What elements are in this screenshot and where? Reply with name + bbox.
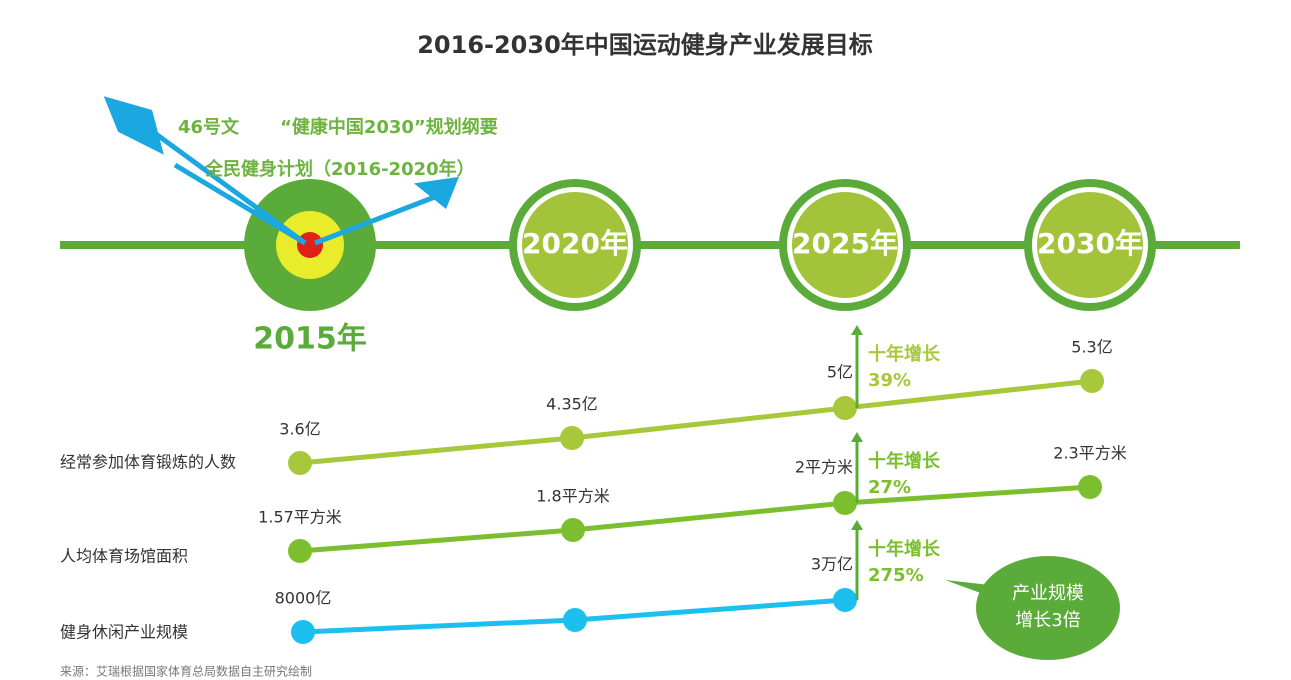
row-line (299, 484, 1091, 554)
row-point (560, 426, 584, 450)
growth-title: 十年增长 (868, 450, 941, 472)
policy: 46号文 (178, 116, 240, 138)
milestone-label: 2030年 (1037, 227, 1143, 260)
growth-value: 275% (868, 565, 924, 586)
value-label: 4.35亿 (546, 395, 598, 414)
row-point (833, 491, 857, 515)
growth-arrowhead (851, 325, 863, 335)
milestone-label: 2015年 (253, 322, 367, 357)
milestone-label: 2025年 (792, 227, 898, 260)
row-point (288, 539, 312, 563)
value-label: 3.6亿 (279, 420, 320, 439)
value-label: 8000亿 (275, 589, 332, 608)
row-point (1078, 475, 1102, 499)
milestone-inner (522, 192, 628, 298)
bubble-text: 增长3倍 (1015, 610, 1080, 631)
growth-title: 十年增长 (868, 343, 941, 365)
policy: 全民健身计划（2016-2020年） (204, 158, 475, 180)
value-label: 2.3平方米 (1053, 444, 1126, 463)
row-name: 人均体育场馆面积 (60, 547, 188, 566)
policy: “健康中国2030”规划纲要 (280, 116, 498, 138)
milestone-inner (792, 192, 898, 298)
growth-value: 39% (868, 370, 911, 391)
bubble-text: 产业规模 (1012, 583, 1084, 604)
row-point (291, 620, 315, 644)
row-point (288, 451, 312, 475)
row-line (299, 378, 1093, 466)
value-label: 1.8平方米 (536, 487, 609, 506)
target-center (297, 232, 323, 258)
growth-title: 十年增长 (868, 538, 941, 560)
row-point (563, 608, 587, 632)
growth-arrowhead (851, 432, 863, 442)
milestone-inner (1037, 192, 1143, 298)
milestone-label: 2020年 (522, 227, 628, 260)
value-label: 5.3亿 (1071, 338, 1112, 357)
row-point (561, 518, 585, 542)
arrows (103, 96, 459, 246)
value-label: 2平方米 (795, 458, 853, 477)
row-name: 健身休闲产业规模 (60, 623, 188, 642)
value-label: 3万亿 (811, 555, 853, 574)
bubble (976, 556, 1120, 660)
row-point (1080, 369, 1104, 393)
row-name: 经常参加体育锻炼的人数 (60, 453, 236, 472)
row-point (833, 396, 857, 420)
title: 2016-2030年中国运动健身产业发展目标 (417, 31, 873, 59)
value-label: 1.57平方米 (258, 508, 342, 527)
value-label: 5亿 (827, 363, 853, 382)
growth-arrowhead (851, 520, 863, 530)
source: 来源：艾瑞根据国家体育总局数据自主研究绘制 (60, 664, 312, 679)
row-point (833, 588, 857, 612)
growth-value: 27% (868, 477, 911, 498)
